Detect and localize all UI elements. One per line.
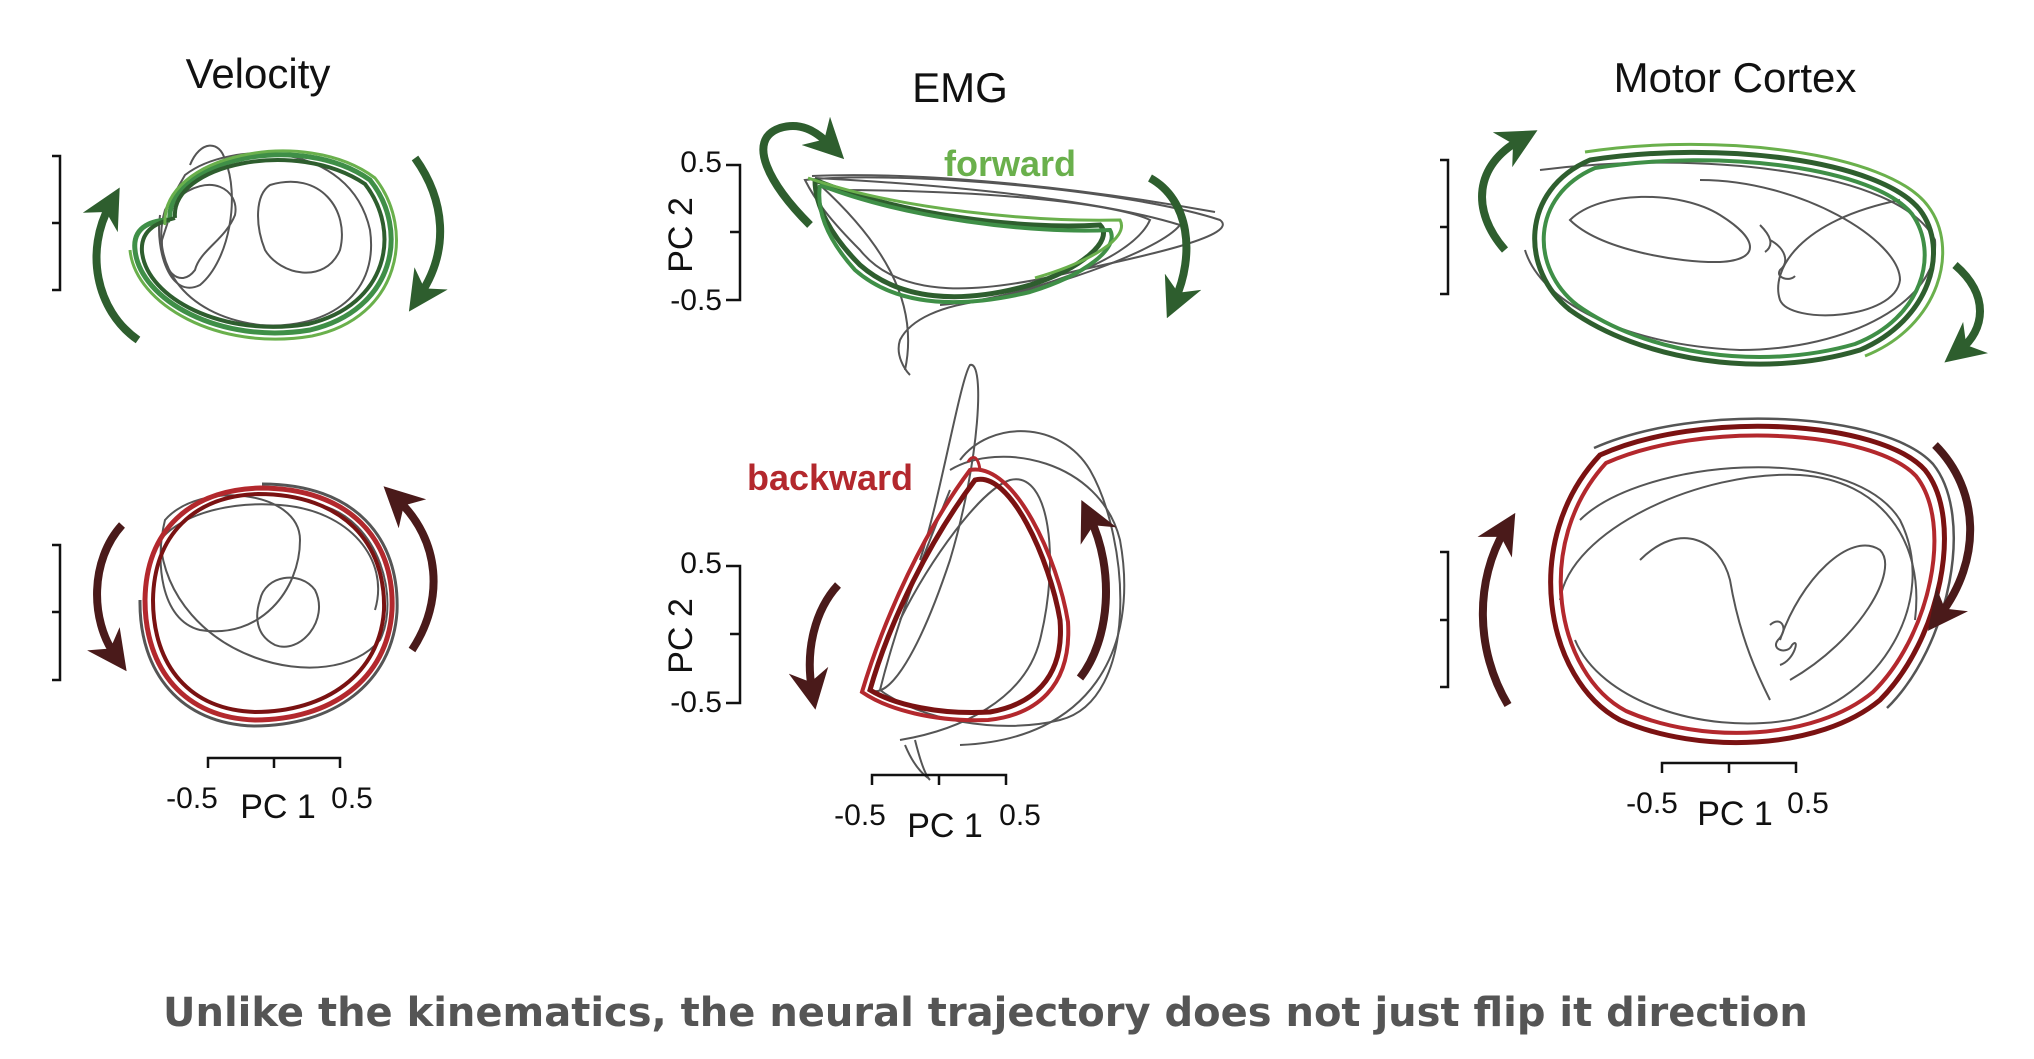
motor-cortex-title: Motor Cortex	[1614, 54, 1857, 101]
velocity-forward-scale-bar	[52, 154, 62, 292]
emg-pc1-label: PC 1	[907, 807, 983, 845]
velocity-forward-arrow-left	[82, 187, 141, 344]
velocity-title: Velocity	[186, 50, 331, 97]
emg-tick-pos: 0.5	[999, 799, 1041, 832]
motor-cortex-forward-arrow-left	[1478, 130, 1538, 253]
motor-cortex-tick-neg: -0.5	[1626, 787, 1678, 820]
caption: Unlike the kinematics, the neural trajec…	[163, 990, 1808, 1036]
velocity-backward-plot	[52, 482, 438, 728]
velocity-panel: Velocity	[52, 50, 448, 826]
emg-forward-arrow-right	[1147, 174, 1202, 319]
velocity-backward-scale-bar	[52, 543, 62, 682]
emg-panel: EMG 0.5 -0.5 PC 2 forward	[662, 64, 1224, 845]
emg-forward-plot: 0.5 -0.5 PC 2 forward	[662, 116, 1224, 376]
velocity-tick-neg: -0.5	[166, 782, 218, 815]
motor-cortex-pc1-axis: -0.5 PC 1 0.5	[1626, 761, 1829, 833]
motor-cortex-backward-plot	[1440, 417, 1975, 746]
emg-forward-colored-trajectories	[807, 176, 1123, 305]
emg-backward-tick-pos: 0.5	[680, 547, 722, 580]
emg-backward-arrow-left	[788, 582, 842, 710]
motor-cortex-tick-pos: 0.5	[1787, 787, 1829, 820]
motor-cortex-panel: Motor Cortex	[1440, 54, 1989, 833]
velocity-pc1-axis: -0.5 PC 1 0.5	[166, 756, 373, 826]
velocity-forward-plot	[52, 144, 448, 344]
emg-forward-arrow-left	[759, 116, 845, 228]
emg-tick-neg: -0.5	[834, 799, 886, 832]
velocity-backward-gray-trajectories	[149, 494, 389, 669]
motor-cortex-pc1-label: PC 1	[1697, 795, 1773, 833]
emg-pc1-axis: -0.5 PC 1 0.5	[834, 773, 1041, 845]
motor-cortex-forward-arrow-right	[1944, 261, 1989, 363]
motor-cortex-backward-arrow-left	[1477, 512, 1516, 708]
emg-backward-pc2-axis	[726, 564, 742, 705]
forward-label: forward	[944, 143, 1076, 184]
motor-cortex-forward-colored-trajectories	[1532, 142, 1945, 367]
emg-forward-tick-neg: -0.5	[670, 284, 722, 317]
velocity-pc1-label: PC 1	[240, 788, 316, 826]
velocity-forward-colored-trajectories	[128, 149, 398, 341]
velocity-backward-colored-trajectories	[138, 482, 399, 728]
motor-cortex-forward-plot	[1440, 130, 1989, 367]
motor-cortex-forward-scale-bar	[1440, 158, 1450, 296]
velocity-forward-arrow-right	[408, 155, 448, 312]
emg-title: EMG	[912, 64, 1008, 111]
emg-backward-arrow-right	[1076, 499, 1117, 681]
emg-backward-tick-neg: -0.5	[670, 686, 722, 719]
emg-forward-gray-trajectories	[803, 174, 1224, 376]
emg-backward-colored-trajectories	[859, 456, 1071, 723]
motor-cortex-backward-gray-trajectories	[1559, 466, 1918, 725]
motor-cortex-backward-arrow-right	[1927, 442, 1975, 631]
motor-cortex-backward-scale-bar	[1440, 550, 1450, 689]
emg-backward-plot: 0.5 -0.5 PC 2 backward	[662, 363, 1126, 781]
emg-forward-pc2-axis	[726, 163, 742, 302]
velocity-backward-arrow-right	[383, 486, 438, 653]
emg-forward-pc2-label: PC 2	[662, 197, 700, 273]
velocity-tick-pos: 0.5	[331, 782, 373, 815]
emg-backward-pc2-label: PC 2	[662, 598, 700, 674]
emg-forward-tick-pos: 0.5	[680, 146, 722, 179]
velocity-backward-arrow-left	[87, 522, 127, 672]
backward-label: backward	[747, 457, 913, 498]
